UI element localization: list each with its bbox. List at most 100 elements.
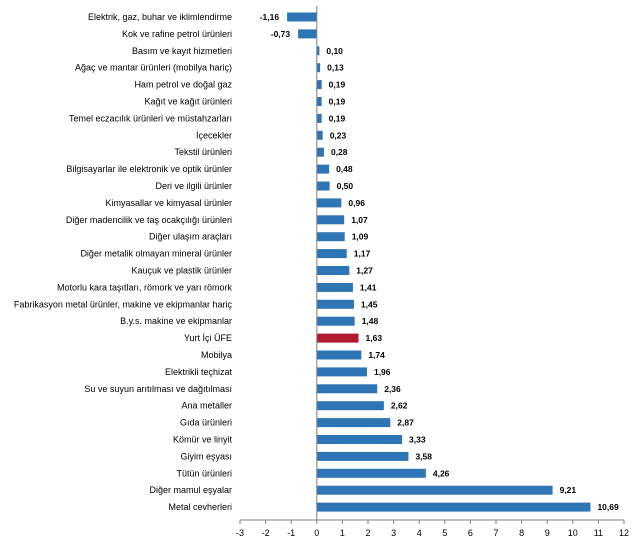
value-label: 1,27 [356,266,373,276]
value-label: 1,74 [368,350,385,360]
category-label: Diğer metalik olmayan mineral ürünler [80,249,232,259]
x-tick-label: 4 [417,528,422,538]
category-label: Diğer ulaşım araçları [149,232,232,242]
value-label: -1,16 [260,12,280,22]
bar-23 [316,401,384,411]
value-label: 0,50 [337,181,354,191]
bar-3 [316,63,321,73]
value-label: 1,96 [374,367,391,377]
bar-24 [316,418,391,428]
bar-8 [316,147,324,157]
value-label: 0,19 [329,97,346,107]
value-label: 1,09 [352,232,369,242]
x-tick-label: 7 [493,528,498,538]
x-tick-label: 9 [545,528,550,538]
category-label: Ağaç ve mantar ürünleri (mobilya hariç) [75,63,232,73]
value-label: 4,26 [433,468,450,478]
value-label: 0,13 [327,63,344,73]
category-label: Elektrik, gaz, buhar ve iklimlendirme [88,12,232,22]
category-label: Mobilya [201,350,232,360]
value-label: 1,63 [366,333,383,343]
bar-21 [316,367,367,377]
bar-12 [316,215,345,225]
value-label: 2,87 [397,418,414,428]
category-label: Tütün ürünleri [176,468,232,478]
category-label: Su ve suyun arıtılması ve dağıtılması [84,384,232,394]
value-label: 0,96 [348,198,365,208]
bar-16 [316,282,353,292]
category-label: Kömür ve linyit [173,435,233,445]
category-label: Fabrikasyon metal ürünler, makine ve eki… [14,299,233,309]
bar-22 [316,384,378,394]
category-label: Giyim eşyası [180,451,232,461]
bar-4 [316,80,322,90]
bar-6 [316,113,322,123]
category-label: Gıda ürünleri [180,418,232,428]
value-label: -0,73 [271,29,291,39]
x-tick-label: 1 [340,528,345,538]
bar-19 [316,333,359,343]
bar-11 [316,198,342,208]
bar-14 [316,249,347,259]
x-tick-label: -3 [236,528,244,538]
category-label: Bilgisayarlar ile elektronik ve optik ür… [66,164,232,174]
category-label: Elektrikli teçhizat [165,367,233,377]
bar-18 [316,316,355,326]
x-tick-label: -1 [287,528,295,538]
value-label: 1,48 [362,316,379,326]
bar-27 [316,468,426,478]
category-label: Metal cevherleri [168,502,232,512]
x-tick-label: 12 [619,528,629,538]
value-label: 0,23 [330,130,347,140]
value-label: 0,19 [329,113,346,123]
x-tick-label: -2 [262,528,270,538]
labels-layer: Elektrik, gaz, buhar ve iklimlendirme -1,… [14,12,619,512]
bar-15 [316,266,350,275]
value-label: 3,33 [409,435,426,445]
value-label: 1,45 [361,299,378,309]
bars-layer [287,12,591,512]
category-label: Diğer madencilik ve taş ocakçılığı ürünl… [66,215,232,225]
value-label: 1,07 [351,215,368,225]
category-label: Diğer mamul eşyalar [149,485,232,495]
category-label: Kauçuk ve plastik ürünler [131,266,232,276]
bar-9 [316,164,330,174]
value-label: 9,21 [560,485,577,495]
category-label: Deri ve ilgili ürünler [155,181,232,191]
bar-2 [316,46,320,56]
bar-25 [316,435,403,444]
bar-29 [316,502,591,512]
bar-5 [316,97,322,106]
value-label: 3,58 [415,451,432,461]
value-label: 1,41 [360,282,377,292]
category-label: Kağıt ve kağıt ürünleri [144,97,232,107]
bar-0 [287,12,317,22]
category-label: Kimyasallar ve kimyasal ürünler [105,198,232,208]
x-tick-label: 10 [568,528,578,538]
x-tick-label: 6 [468,528,473,538]
bar-17 [316,299,354,309]
category-label: İçecekler [196,130,232,140]
category-label: Basım ve kayıt hizmetleri [132,46,232,56]
category-label: Motorlu kara taşıtları, römork ve yarı r… [57,282,233,292]
value-label: 0,48 [336,164,353,174]
bar-28 [316,485,553,495]
category-label: Yurt İçi ÜFE [184,333,232,343]
value-label: 2,36 [384,384,401,394]
x-tick-label: 3 [391,528,396,538]
bar-20 [316,350,362,360]
value-label: 10,69 [597,502,619,512]
category-label: Kok ve rafine petrol ürünleri [122,29,232,39]
category-label: B.y.s. makine ve ekipmanlar [120,316,232,326]
bar-7 [316,130,323,140]
bar-1 [298,29,317,39]
x-tick-label: 2 [365,528,370,538]
category-label: Temel eczacılık ürünleri ve müstahzarlar… [69,113,232,123]
x-tick-label: 8 [519,528,524,538]
category-label: Tekstil ürünleri [174,147,232,157]
x-tick-label: 11 [594,528,603,538]
value-label: 0,10 [326,46,343,56]
value-label: 2,62 [391,401,408,411]
x-tick-label: 5 [442,528,447,538]
